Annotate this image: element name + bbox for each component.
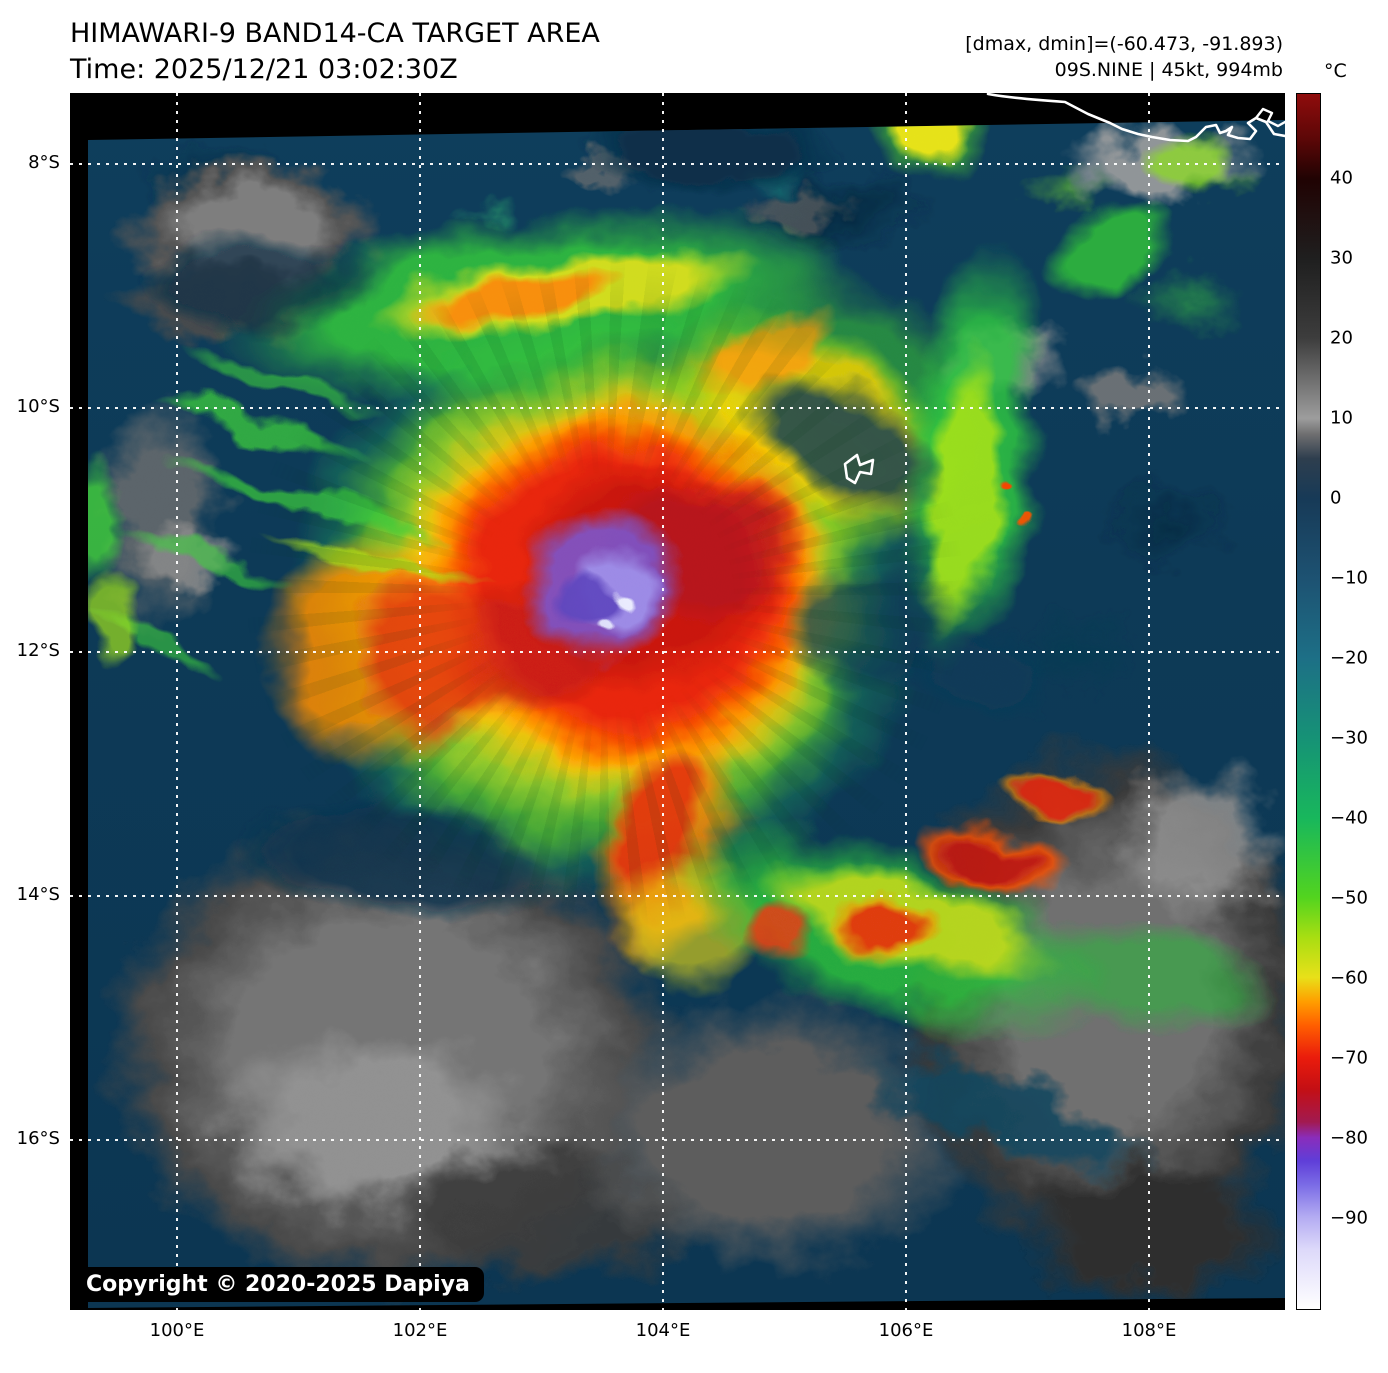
- cdo-white-speck: [603, 584, 633, 606]
- colorbar-tick: −40: [1330, 807, 1368, 829]
- annotation-block: [dmax, dmin]=(-60.473, -91.893) 09S.NINE…: [965, 32, 1283, 83]
- lat-tick-label: 16°S: [16, 1128, 60, 1149]
- west-edge-green: [88, 558, 145, 688]
- se-band-red-cell: [827, 890, 937, 960]
- east-band-red-speck: [999, 472, 1017, 484]
- gridline-lat-8S: [70, 163, 1285, 165]
- lat-tick-label: 8°S: [28, 152, 60, 173]
- temperature-colorbar: [1296, 93, 1321, 1310]
- colorbar-tick: −30: [1330, 727, 1368, 749]
- dark-moat: [895, 618, 1075, 738]
- gridline-lon-102E: [419, 93, 421, 1310]
- cirrus-striations: [155, 173, 1055, 1013]
- colorbar-tick: −20: [1330, 647, 1368, 669]
- title-block: HIMAWARI-9 BAND14-CA TARGET AREA Time: 2…: [70, 16, 600, 87]
- lon-tick-label: 106°E: [878, 1320, 934, 1341]
- colorbar-tick: 10: [1330, 407, 1353, 429]
- colorbar-tick: 40: [1330, 167, 1353, 189]
- lat-tick-label: 10°S: [16, 396, 60, 417]
- gridline-lat-16S: [70, 1139, 1285, 1141]
- east-band-red-speck: [1010, 515, 1026, 527]
- lon-tick-label: 108°E: [1121, 1320, 1177, 1341]
- colorbar-tick: −10: [1330, 567, 1368, 589]
- se-band-red-cell: [730, 896, 826, 976]
- cdo-white-speck: [586, 616, 610, 634]
- gridline-lon-100E: [176, 93, 178, 1310]
- dark-moat: [100, 213, 400, 353]
- satellite-data-field: [88, 120, 1285, 1308]
- dmax-dmin-annotation: [dmax, dmin]=(-60.473, -91.893): [965, 33, 1283, 55]
- storm-annotation: 09S.NINE | 45kt, 994mb: [1054, 58, 1283, 81]
- lon-tick-label: 100°E: [149, 1320, 205, 1341]
- gridline-lon-104E: [662, 93, 664, 1310]
- gridline-lon-108E: [1148, 93, 1150, 1310]
- colorbar-tick: −50: [1330, 887, 1368, 909]
- gridline-lat-12S: [70, 651, 1285, 653]
- copyright-badge: Copyright © 2020-2025 Dapiya: [72, 1267, 484, 1302]
- colorbar-tick: 20: [1330, 327, 1353, 349]
- timestamp: Time: 2025/12/21 03:02:30Z: [70, 53, 458, 85]
- lat-tick-label: 14°S: [16, 884, 60, 905]
- satellite-map: Copyright © 2020-2025 Dapiya: [70, 93, 1285, 1310]
- colorbar-tick: 0: [1330, 487, 1342, 509]
- colorbar-tick: −70: [1330, 1047, 1368, 1069]
- gridline-lon-106E: [905, 93, 907, 1310]
- lon-tick-label: 104°E: [635, 1320, 691, 1341]
- page-title: HIMAWARI-9 BAND14-CA TARGET AREA: [70, 18, 600, 49]
- colorbar-unit-label: °C: [1324, 60, 1347, 82]
- colorbar-tick: −90: [1330, 1207, 1368, 1229]
- gridline-lat-14S: [70, 895, 1285, 897]
- gridline-lat-10S: [70, 407, 1285, 409]
- colorbar-tick: −60: [1330, 967, 1368, 989]
- lat-tick-label: 12°S: [16, 640, 60, 661]
- lon-tick-label: 102°E: [392, 1320, 448, 1341]
- colorbar-tick: −80: [1330, 1127, 1368, 1149]
- colorbar-tick: 30: [1330, 247, 1353, 269]
